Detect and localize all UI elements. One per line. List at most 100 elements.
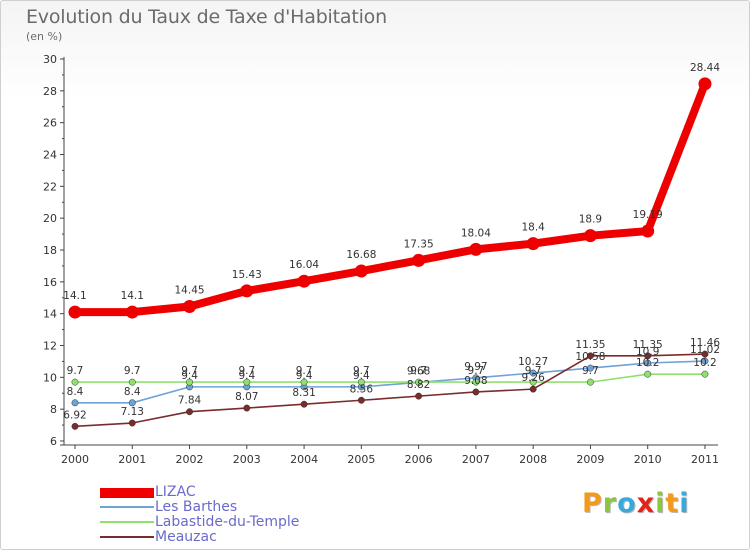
data-point — [300, 400, 308, 408]
data-point — [128, 399, 136, 407]
data-label: 10.2 — [693, 357, 716, 369]
data-point — [529, 385, 537, 393]
data-point — [529, 378, 537, 386]
x-tick-label: 2007 — [462, 453, 490, 466]
data-label: 7.13 — [121, 406, 144, 418]
data-point — [128, 378, 136, 386]
data-point — [412, 253, 426, 267]
data-label: 9.7 — [181, 365, 198, 377]
data-label: 9.4 — [296, 370, 313, 382]
data-point — [357, 396, 365, 404]
data-label: 9.7 — [410, 365, 427, 377]
data-label: 11.35 — [633, 339, 663, 351]
data-point — [469, 242, 483, 256]
legend-swatch-meauzac — [100, 536, 154, 538]
data-label: 18.04 — [461, 227, 491, 239]
y-tick-label: 16 — [43, 276, 57, 289]
x-tick-label: 2002 — [176, 453, 204, 466]
data-label: 9.7 — [582, 365, 599, 377]
data-label: 8.4 — [124, 386, 141, 398]
chart-title: Evolution du Taux de Taxe d'Habitation — [26, 6, 387, 28]
y-tick-label: 10 — [43, 371, 57, 384]
series-line-labastide-du-temple — [74, 373, 706, 383]
data-point — [125, 305, 139, 319]
y-tick-label: 22 — [43, 180, 57, 193]
data-label: 15.43 — [232, 269, 262, 281]
data-label: 10.27 — [518, 356, 548, 368]
y-tick-label: 8 — [50, 403, 57, 416]
x-tick-label: 2011 — [691, 453, 719, 466]
legend-label-meauzac: Meauzac — [155, 529, 217, 545]
legend-item-labastide: Labastide-du-Temple — [100, 514, 360, 530]
y-tick-label: 28 — [43, 85, 57, 98]
data-label: 14.1 — [63, 290, 86, 302]
data-label: 8.4 — [67, 386, 84, 398]
legend-item-lizac: LIZAC — [100, 484, 360, 500]
data-point — [186, 408, 193, 416]
data-point — [529, 369, 537, 377]
data-label: 11.35 — [575, 339, 605, 351]
legend-label-les-barthes: Les Barthes — [155, 499, 238, 515]
x-tick-label: 2003 — [233, 453, 261, 466]
data-label: 9.26 — [521, 372, 545, 384]
data-label: 9.7 — [525, 365, 542, 377]
data-point — [583, 229, 597, 243]
data-point — [243, 378, 251, 386]
data-label: 9.7 — [468, 365, 485, 377]
data-point — [644, 359, 652, 367]
data-point — [183, 300, 197, 314]
series-line-meauzac — [74, 353, 706, 428]
y-tick-label: 20 — [43, 212, 57, 225]
data-point — [71, 378, 79, 386]
data-point — [526, 237, 540, 251]
logo-letter: t — [665, 488, 680, 519]
data-label: 8.82 — [407, 379, 430, 391]
data-point — [243, 404, 251, 412]
data-label: 9.97 — [464, 361, 487, 373]
data-point — [701, 357, 709, 365]
data-label: 16.04 — [289, 259, 319, 271]
data-label: 9.7 — [124, 365, 141, 377]
series-line-les-barthes — [74, 360, 706, 404]
proxiti-logo: Proxiti — [582, 488, 690, 519]
data-point — [701, 350, 709, 358]
legend-label-lizac: LIZAC — [155, 484, 196, 500]
legend-item-meauzac: Meauzac — [100, 529, 360, 545]
data-point — [357, 378, 365, 386]
y-tick-label: 12 — [43, 340, 57, 353]
x-tick-label: 2009 — [576, 453, 604, 466]
y-tick-label: 18 — [43, 244, 57, 257]
y-tick-label: 24 — [43, 149, 57, 162]
data-point — [68, 305, 82, 319]
legend-item-les-barthes: Les Barthes — [100, 499, 360, 515]
logo-letter: i — [655, 488, 666, 519]
data-point — [415, 392, 423, 400]
logo-letter: x — [636, 488, 656, 519]
unit-label: (en %) — [26, 30, 63, 43]
logo-letter: r — [602, 488, 618, 519]
data-point — [586, 352, 594, 360]
data-point — [354, 264, 368, 278]
data-point — [297, 274, 311, 288]
data-label: 9.7 — [353, 365, 370, 377]
legend-swatch-lizac — [100, 488, 154, 498]
data-point — [644, 352, 652, 360]
data-label: 9.68 — [407, 365, 430, 377]
data-point — [641, 224, 655, 238]
data-label: 9.4 — [181, 370, 198, 382]
data-point — [186, 378, 193, 386]
logo-letter: o — [617, 488, 637, 519]
data-label: 10.58 — [575, 351, 605, 363]
data-label: 8.07 — [235, 391, 258, 403]
data-label: 9.08 — [464, 375, 487, 387]
logo-letter: P — [582, 488, 603, 519]
data-point — [644, 370, 652, 378]
data-label: 9.4 — [238, 370, 255, 382]
data-label: 16.68 — [346, 249, 376, 261]
x-tick-label: 2000 — [61, 453, 89, 466]
data-label: 11.46 — [690, 337, 720, 349]
data-label: 28.44 — [690, 62, 720, 74]
legend-swatch-labastide — [100, 521, 154, 523]
data-point — [71, 422, 79, 430]
